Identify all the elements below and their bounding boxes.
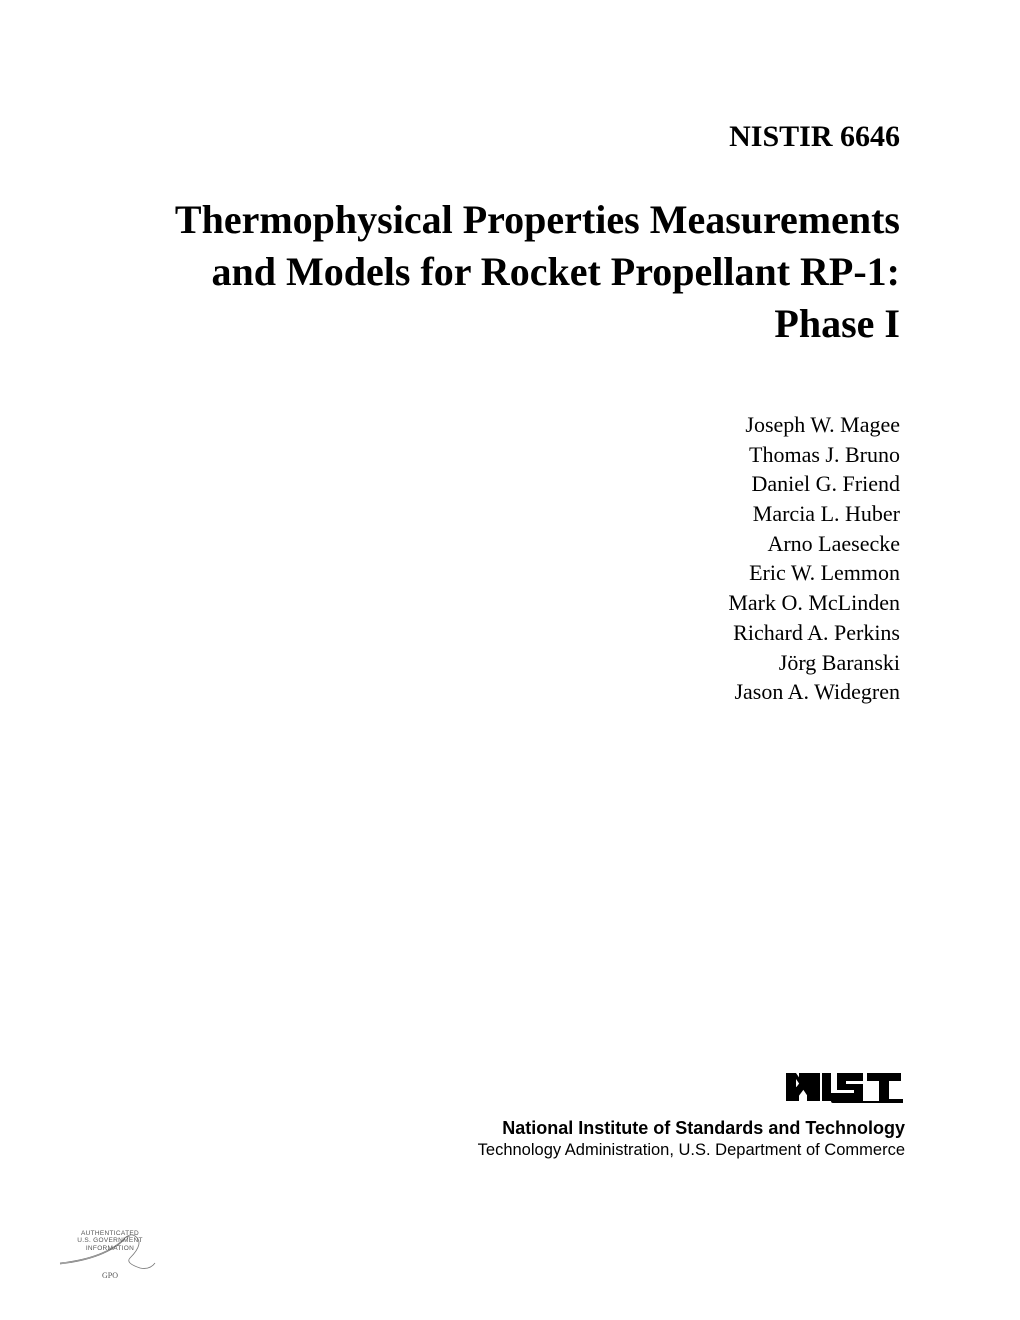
author: Marcia L. Huber [115,499,900,529]
gpo-text-line3: INFORMATION [55,1245,165,1253]
document-title: Thermophysical Properties Measurements a… [115,194,905,350]
author: Daniel G. Friend [115,469,900,499]
nist-logo-icon [785,1071,905,1105]
author: Joseph W. Magee [115,410,900,440]
gpo-text-line1: AUTHENTICATED [55,1230,165,1238]
nist-subline: Technology Administration, U.S. Departme… [478,1141,905,1160]
gpo-seal: AUTHENTICATED U.S. GOVERNMENT INFORMATIO… [55,1228,165,1280]
author: Jörg Baranski [115,648,900,678]
author: Eric W. Lemmon [115,558,900,588]
nist-org-name: National Institute of Standards and Tech… [478,1118,905,1139]
author: Mark O. McLinden [115,588,900,618]
report-number: NISTIR 6646 [115,120,905,154]
author-list: Joseph W. Magee Thomas J. Bruno Daniel G… [115,410,905,707]
author: Richard A. Perkins [115,618,900,648]
author: Arno Laesecke [115,529,900,559]
author: Jason A. Widegren [115,677,900,707]
page: NISTIR 6646 Thermophysical Properties Me… [0,0,1020,1320]
gpo-label: GPO [55,1271,165,1280]
author: Thomas J. Bruno [115,440,900,470]
nist-block: National Institute of Standards and Tech… [478,1071,905,1160]
gpo-text-line2: U.S. GOVERNMENT [55,1237,165,1245]
